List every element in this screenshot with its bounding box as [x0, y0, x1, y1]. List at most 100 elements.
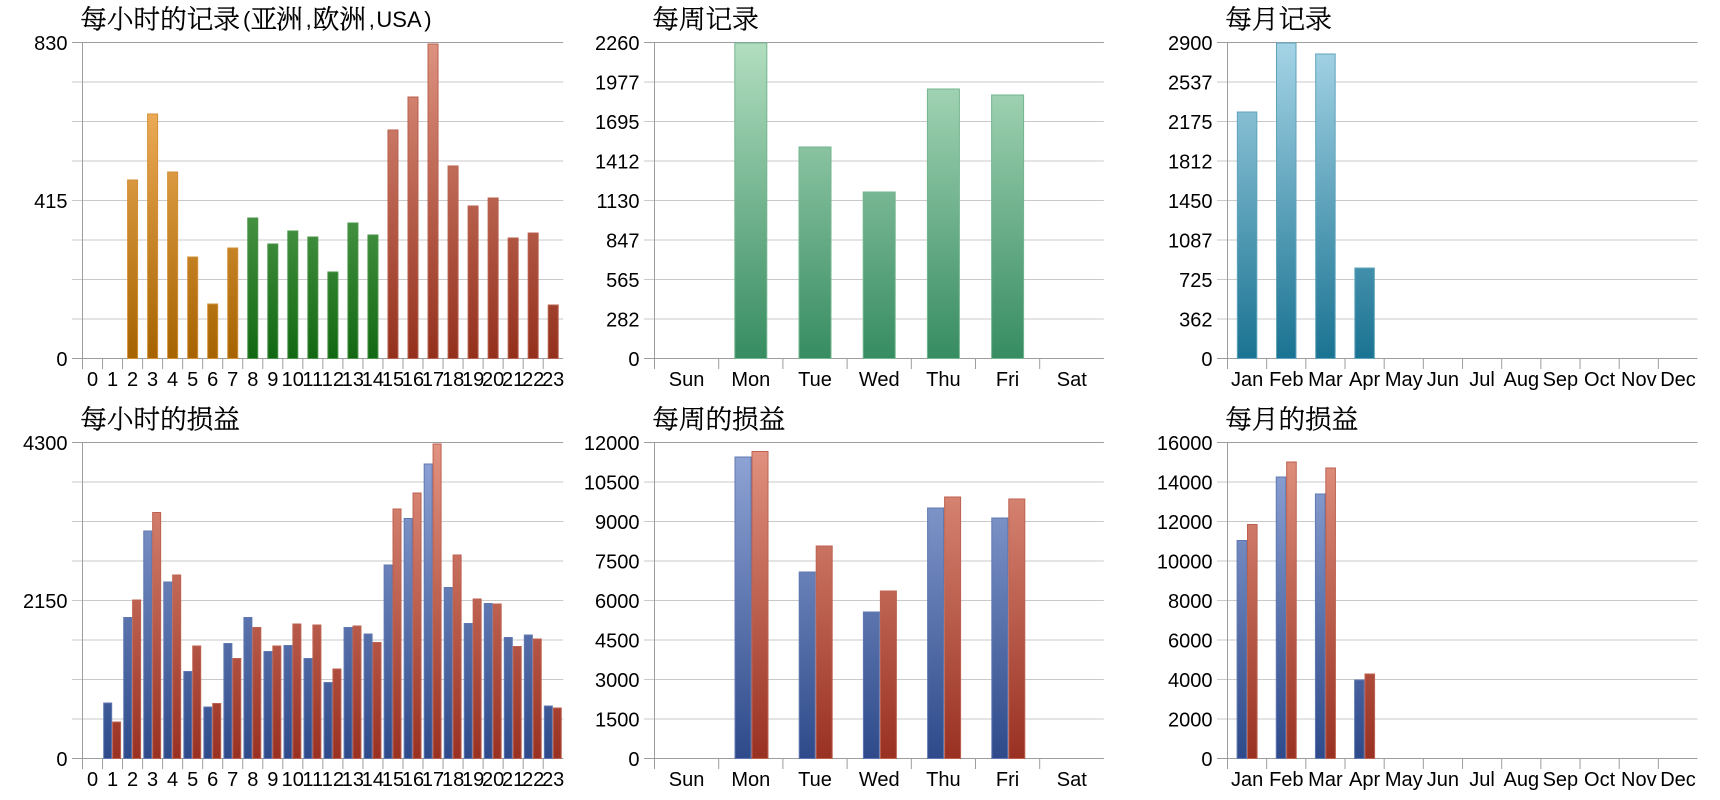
svg-text:2260: 2260 — [595, 33, 640, 55]
svg-text:7: 7 — [227, 369, 238, 391]
svg-text:4: 4 — [167, 369, 178, 391]
svg-text:0: 0 — [87, 369, 98, 391]
svg-text:14: 14 — [362, 769, 384, 791]
svg-text:725: 725 — [1179, 270, 1212, 292]
svg-text:8: 8 — [247, 769, 258, 791]
svg-text:Fri: Fri — [996, 769, 1019, 791]
svg-text:7500: 7500 — [595, 552, 640, 574]
svg-text:9: 9 — [267, 369, 278, 391]
svg-text:Aug: Aug — [1504, 369, 1540, 391]
svg-text:1500: 1500 — [595, 710, 640, 732]
svg-text:10: 10 — [282, 369, 304, 391]
svg-text:6000: 6000 — [595, 591, 640, 613]
svg-text:16: 16 — [402, 369, 424, 391]
svg-text:2537: 2537 — [1168, 73, 1213, 95]
svg-text:May: May — [1385, 369, 1423, 391]
svg-text:Apr: Apr — [1349, 369, 1380, 391]
svg-text:Wed: Wed — [859, 769, 900, 791]
svg-text:Sep: Sep — [1543, 769, 1579, 791]
svg-text:21: 21 — [502, 369, 524, 391]
svg-text:1812: 1812 — [1168, 152, 1213, 174]
svg-text:May: May — [1385, 769, 1423, 791]
svg-text:0: 0 — [1201, 749, 1212, 771]
svg-text:19: 19 — [462, 369, 484, 391]
svg-text:415: 415 — [34, 191, 67, 213]
svg-text:Sat: Sat — [1057, 369, 1087, 391]
svg-text:4500: 4500 — [595, 631, 640, 653]
svg-text:Jul: Jul — [1469, 369, 1495, 391]
svg-text:362: 362 — [1179, 310, 1212, 332]
svg-text:11: 11 — [302, 369, 323, 391]
svg-text:4300: 4300 — [23, 433, 68, 455]
svg-text:12000: 12000 — [1157, 512, 1213, 534]
svg-text:Jul: Jul — [1469, 769, 1495, 791]
svg-text:1412: 1412 — [595, 152, 640, 174]
svg-text:0: 0 — [628, 349, 639, 371]
svg-text:3: 3 — [147, 369, 158, 391]
svg-text:Mon: Mon — [731, 369, 770, 391]
svg-text:Aug: Aug — [1504, 769, 1540, 791]
svg-text:,: , — [306, 7, 312, 32]
svg-text:3: 3 — [147, 769, 158, 791]
svg-text:15: 15 — [382, 769, 404, 791]
svg-text:2: 2 — [127, 769, 138, 791]
svg-text:0: 0 — [56, 349, 67, 371]
svg-text:12: 12 — [322, 369, 344, 391]
svg-text:1450: 1450 — [1168, 191, 1213, 213]
svg-text:Dec: Dec — [1660, 769, 1696, 791]
svg-text:10500: 10500 — [584, 473, 640, 495]
svg-text:0: 0 — [87, 769, 98, 791]
svg-text:21: 21 — [502, 769, 524, 791]
svg-text:2000: 2000 — [1168, 710, 1213, 732]
svg-text:1130: 1130 — [596, 191, 639, 213]
svg-text:0: 0 — [1201, 349, 1212, 371]
svg-text:Sep: Sep — [1543, 369, 1579, 391]
svg-text:Nov: Nov — [1621, 769, 1657, 791]
svg-text:11: 11 — [302, 769, 323, 791]
svg-text:565: 565 — [606, 270, 639, 292]
svg-text:4000: 4000 — [1168, 670, 1213, 692]
svg-text:0: 0 — [628, 749, 639, 771]
svg-text:2175: 2175 — [1168, 112, 1213, 134]
svg-text:Apr: Apr — [1349, 769, 1380, 791]
svg-text:23: 23 — [542, 769, 564, 791]
svg-text:22: 22 — [522, 369, 544, 391]
svg-text:7: 7 — [227, 769, 238, 791]
svg-text:12: 12 — [322, 769, 344, 791]
svg-text:9000: 9000 — [595, 512, 640, 534]
svg-text:15: 15 — [382, 369, 404, 391]
svg-text:18: 18 — [442, 369, 464, 391]
svg-text:3000: 3000 — [595, 670, 640, 692]
svg-text:Oct: Oct — [1584, 369, 1616, 391]
svg-text:Feb: Feb — [1269, 769, 1303, 791]
svg-text:Tue: Tue — [798, 369, 832, 391]
svg-text:8: 8 — [247, 369, 258, 391]
svg-text:14: 14 — [362, 369, 384, 391]
svg-text:0: 0 — [56, 749, 67, 771]
svg-text:Thu: Thu — [926, 369, 960, 391]
svg-text:Mar: Mar — [1308, 769, 1343, 791]
svg-text:847: 847 — [606, 231, 639, 253]
svg-text:Mon: Mon — [731, 769, 770, 791]
svg-text:17: 17 — [422, 769, 444, 791]
svg-text:1087: 1087 — [1168, 231, 1213, 253]
svg-text:Sun: Sun — [669, 769, 705, 791]
svg-text:1: 1 — [107, 769, 118, 791]
svg-text:2150: 2150 — [23, 591, 68, 613]
svg-text:Oct: Oct — [1584, 769, 1616, 791]
svg-text:17: 17 — [422, 369, 444, 391]
svg-text:Jun: Jun — [1427, 369, 1459, 391]
svg-text:Feb: Feb — [1269, 369, 1303, 391]
svg-text:16000: 16000 — [1157, 433, 1213, 455]
svg-text:10: 10 — [282, 769, 304, 791]
svg-text:23: 23 — [542, 369, 564, 391]
svg-text:13: 13 — [342, 369, 364, 391]
svg-text:Jan: Jan — [1231, 369, 1263, 391]
svg-text:Wed: Wed — [859, 369, 900, 391]
svg-text:10000: 10000 — [1157, 552, 1213, 574]
svg-text:6: 6 — [207, 769, 218, 791]
svg-text:6: 6 — [207, 369, 218, 391]
svg-text:Nov: Nov — [1621, 369, 1657, 391]
svg-text:Fri: Fri — [996, 369, 1019, 391]
svg-text:20: 20 — [482, 769, 504, 791]
